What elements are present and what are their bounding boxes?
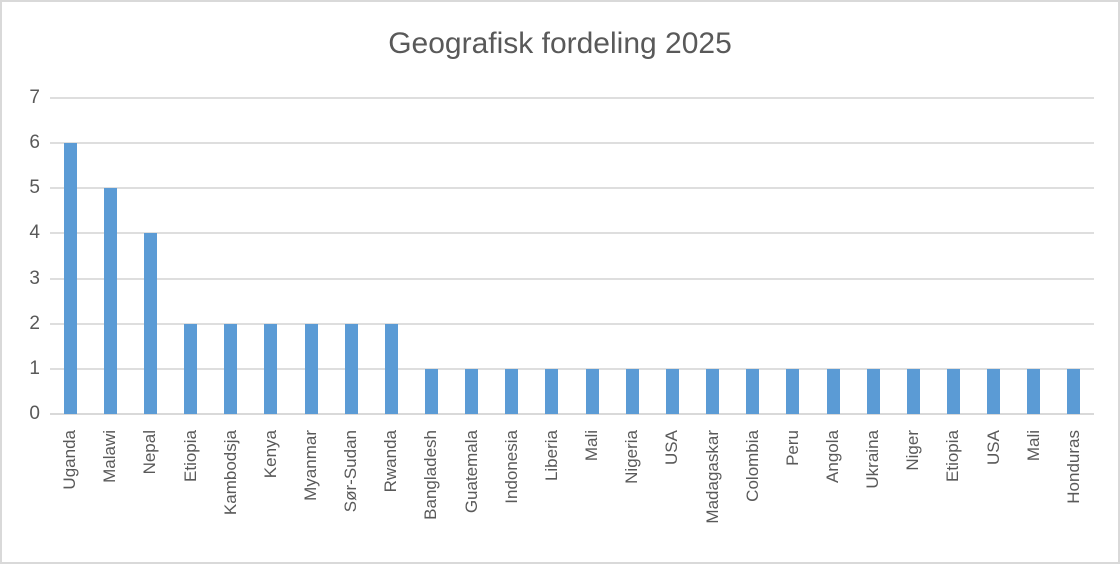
bar-sør-sudan (344, 323, 358, 414)
bar-usa (665, 368, 679, 414)
bar-honduras (1067, 368, 1081, 414)
x-tick-label: Bangladesh (421, 430, 441, 520)
chart-title: Geografisk fordeling 2025 (388, 27, 732, 60)
x-tick-label: Honduras (1063, 430, 1083, 504)
bar-ukraina (866, 368, 880, 414)
bar-peru (786, 368, 800, 414)
x-tick-label: Rwanda (381, 430, 401, 493)
x-tick-label: Ukraina (863, 430, 883, 489)
bar-bangladesh (424, 368, 438, 414)
x-tick-label: Nigeria (622, 430, 642, 484)
x-tick-label: Uganda (60, 430, 80, 490)
x-tick-label: Sør-Sudan (341, 430, 361, 513)
bar-niger (906, 368, 920, 414)
bar-nigeria (625, 368, 639, 414)
bar-indonesia (505, 368, 519, 414)
bar-madagaskar (706, 368, 720, 414)
gridline-y-6 (50, 142, 1094, 145)
x-tick-label: Niger (903, 430, 923, 471)
x-tick-label: Liberia (541, 430, 561, 482)
bar-nepal (143, 233, 157, 414)
gridline-y-5 (50, 187, 1094, 190)
bar-etiopia (946, 368, 960, 414)
gridline-y-1 (50, 367, 1094, 370)
y-tick-label: 0 (29, 403, 40, 424)
y-tick-label: 7 (29, 87, 40, 108)
y-tick-label: 6 (29, 132, 40, 154)
x-tick-label: Nepal (140, 430, 160, 475)
bar-usa (987, 368, 1001, 414)
x-tick-label: Myanmar (301, 430, 320, 501)
gridline-y-7 (50, 97, 1094, 99)
bar-liberia (545, 368, 559, 414)
gridline-y-2 (50, 322, 1094, 325)
x-tick-label: Etiopia (943, 430, 963, 482)
bar-angola (826, 368, 840, 414)
bar-colombia (746, 368, 760, 414)
x-tick-label: Angola (823, 430, 842, 483)
bar-guatemala (465, 368, 479, 414)
bar-etiopia (184, 323, 198, 414)
plot-area (50, 97, 1094, 415)
y-tick-label: 3 (29, 267, 40, 289)
bar-kambodsja (224, 323, 238, 414)
bar-kenya (264, 323, 278, 414)
x-tick-label: Mali (1023, 430, 1043, 462)
bar-uganda (63, 143, 77, 414)
bar-mali (1027, 368, 1041, 414)
x-tick-label: Malawi (100, 430, 120, 483)
y-tick-label: 2 (29, 312, 40, 334)
x-tick-label: Peru (782, 430, 802, 466)
bar-mali (585, 368, 599, 414)
x-tick-label: Indonesia (501, 430, 521, 504)
y-tick-label: 1 (29, 357, 40, 379)
bar-malawi (103, 188, 117, 414)
x-axis-line (50, 413, 1094, 415)
bar-rwanda (384, 323, 398, 414)
x-tick-label: Mali (582, 430, 602, 462)
y-tick-label: 5 (29, 177, 40, 199)
x-tick-label: Madagaskar (702, 430, 722, 524)
x-tick-label: Kambodsja (220, 430, 240, 516)
bar-myanmar (304, 323, 318, 414)
x-tick-label: USA (662, 430, 682, 465)
x-tick-label: Colombia (742, 430, 762, 502)
gridline-y-3 (50, 277, 1094, 280)
x-tick-label: Kenya (260, 430, 280, 479)
x-tick-label: USA (983, 430, 1003, 465)
gridline-y-4 (50, 232, 1094, 235)
x-tick-label: Etiopia (180, 430, 200, 482)
y-tick-label: 4 (29, 222, 40, 244)
x-tick-label: Guatemala (461, 430, 481, 514)
